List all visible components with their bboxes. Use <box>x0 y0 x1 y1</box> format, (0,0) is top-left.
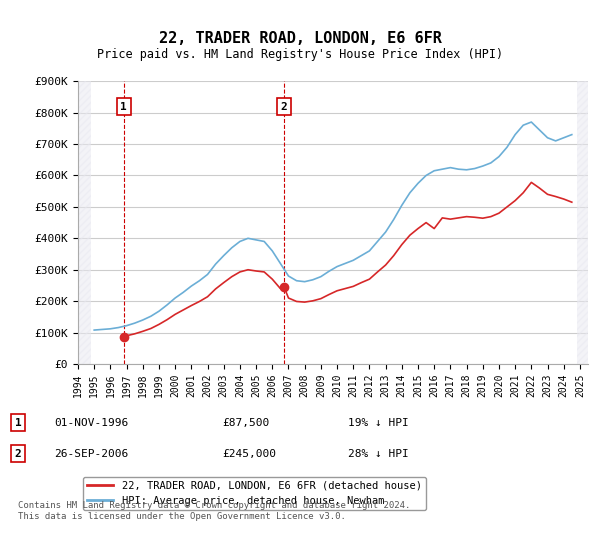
Legend: 22, TRADER ROAD, LONDON, E6 6FR (detached house), HPI: Average price, detached h: 22, TRADER ROAD, LONDON, E6 6FR (detache… <box>83 477 426 510</box>
Text: Price paid vs. HM Land Registry's House Price Index (HPI): Price paid vs. HM Land Registry's House … <box>97 48 503 60</box>
Text: £87,500: £87,500 <box>222 418 269 428</box>
Text: Contains HM Land Registry data © Crown copyright and database right 2024.
This d: Contains HM Land Registry data © Crown c… <box>18 501 410 521</box>
Text: 1: 1 <box>14 418 22 428</box>
Text: £245,000: £245,000 <box>222 449 276 459</box>
Text: 19% ↓ HPI: 19% ↓ HPI <box>348 418 409 428</box>
Text: 26-SEP-2006: 26-SEP-2006 <box>54 449 128 459</box>
Text: 2: 2 <box>281 102 287 111</box>
Text: 2: 2 <box>14 449 22 459</box>
Text: 1: 1 <box>121 102 127 111</box>
Text: 01-NOV-1996: 01-NOV-1996 <box>54 418 128 428</box>
Text: 22, TRADER ROAD, LONDON, E6 6FR: 22, TRADER ROAD, LONDON, E6 6FR <box>158 31 442 46</box>
Text: 28% ↓ HPI: 28% ↓ HPI <box>348 449 409 459</box>
